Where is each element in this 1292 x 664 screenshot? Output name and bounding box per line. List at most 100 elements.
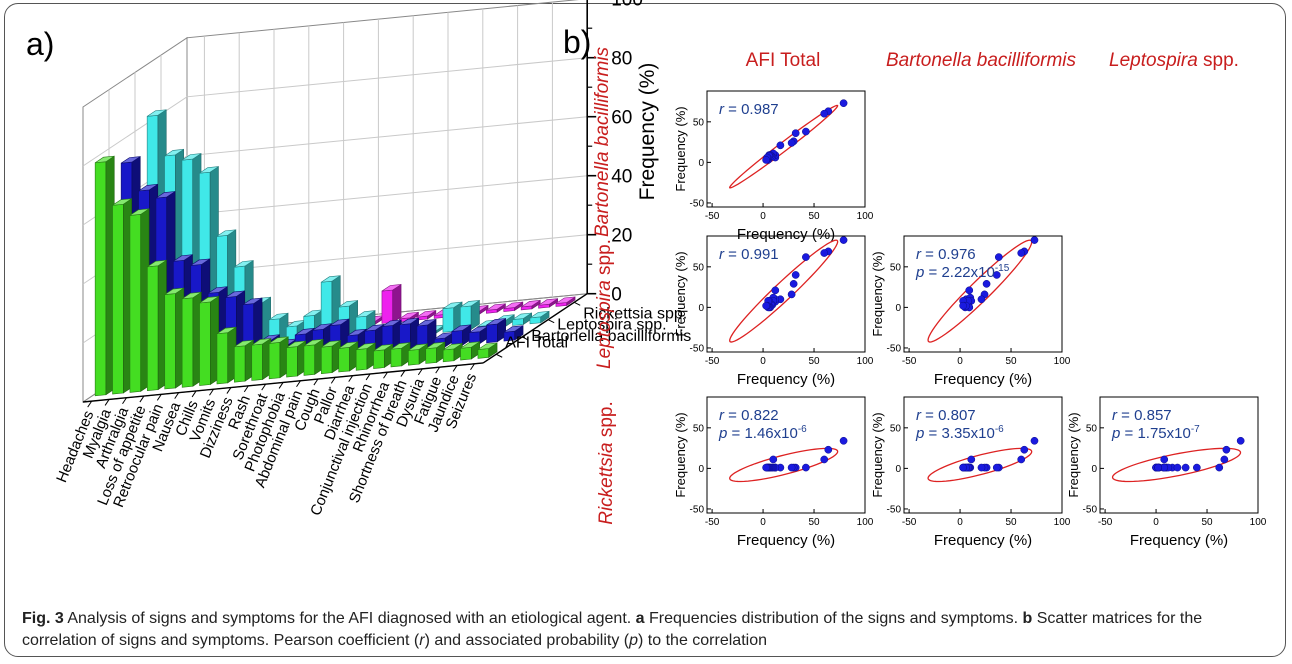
y-tick-label: 0 [698, 464, 704, 475]
r-value: = 0.987 [724, 101, 779, 118]
scatter-point [1181, 463, 1190, 472]
y-tick-label: -50 [887, 343, 902, 354]
confidence-ellipse [729, 104, 839, 189]
bar-top [503, 301, 524, 309]
bar-top [529, 311, 550, 319]
caption-text-3: Scatter matrices for the correlation of … [22, 610, 1203, 649]
z-tick-label: 100 [611, 0, 643, 11]
bar-top [320, 275, 341, 283]
bar-front [216, 332, 229, 385]
bar-rickettsia-spp--dysuria [503, 301, 524, 312]
bar-top [268, 336, 289, 344]
scatter-point [839, 236, 848, 244]
scatter-point [1192, 463, 1201, 472]
category-tick [243, 385, 249, 393]
z-tick-label: 40 [611, 167, 632, 188]
p-value: = 1.46x10 [727, 425, 797, 442]
bar-front [381, 289, 394, 324]
caption-a-label: a [635, 610, 645, 627]
column-header-suffix: spp. [1198, 50, 1239, 71]
scatter-point [977, 295, 986, 304]
bar-top [207, 286, 228, 294]
y-tick-label: 0 [698, 158, 704, 169]
bar-top [242, 297, 263, 305]
category-tick [174, 392, 180, 399]
scatter-point [1220, 455, 1229, 464]
series-tick [495, 353, 503, 358]
bar-front [390, 347, 403, 368]
y-axis-label: Frequency (%) [870, 251, 885, 336]
scatter-point [839, 99, 848, 108]
bar-front [303, 344, 316, 376]
bar-front [286, 346, 298, 378]
z-gridline [82, 57, 588, 167]
x-axis-label: Frequency (%) [934, 532, 1032, 549]
z-tick-label: 0 [611, 285, 622, 306]
bar-top [268, 312, 289, 321]
category-tick [104, 399, 110, 406]
bar-top [329, 318, 350, 326]
x-tick-label: 100 [857, 211, 874, 222]
p-value: = 1.75x10 [1120, 425, 1190, 442]
category-tick [452, 365, 458, 372]
series-label: Bartonella bacilliformis [531, 328, 691, 345]
bar-top [112, 198, 132, 206]
figure-frame [4, 3, 1286, 657]
bar-front [234, 345, 246, 383]
bar-afi-total-dizziness [234, 339, 254, 383]
scatter-cell-r1-c1: -50 0 50 100 -50 0 50 Frequency (%) Frequency (%… [870, 235, 1071, 388]
y-tick-label: -50 [690, 198, 705, 209]
series-tick [521, 336, 529, 341]
bar-top [460, 341, 480, 349]
x-axis-label: Frequency (%) [737, 371, 835, 388]
bar-top [181, 291, 202, 300]
bar-top [373, 344, 393, 352]
scatter-point [1017, 455, 1026, 464]
p-annotation: p = 3.35x10-6 [915, 424, 1004, 442]
bar-rickettsia-spp--fatigue [520, 299, 541, 311]
bar-top [477, 342, 498, 350]
scatter-point [1017, 249, 1026, 257]
y-tick-label: 50 [693, 262, 705, 273]
scatter-point [1030, 236, 1039, 244]
y-axis-label: Frequency (%) [673, 251, 688, 336]
y-tick-label: -50 [1083, 504, 1098, 515]
x-axis-label: Frequency (%) [737, 226, 835, 243]
p-annotation: p = 1.75x10-7 [1111, 424, 1200, 442]
bar-afi-total-photophobia [286, 340, 306, 378]
r-symbol: r [719, 101, 725, 118]
bar-top [129, 208, 150, 216]
r-symbol: r [916, 407, 922, 424]
scatter-point [992, 463, 1001, 472]
r-symbol: r [719, 407, 725, 424]
bar-top [390, 342, 411, 350]
bar-afi-total-seizures [477, 342, 498, 359]
y-tick-label: 50 [693, 117, 705, 128]
bar-top [321, 340, 341, 348]
bar-front [442, 348, 455, 363]
scatter-cell-r2-c0: -50 0 50 100 -50 0 50 Frequency (%) Frequency (%… [673, 396, 874, 549]
scatter-point [787, 463, 796, 472]
caption-b-label: b [1022, 610, 1033, 627]
caption-r-symbol: r [419, 632, 425, 649]
cell-frame [706, 90, 866, 208]
scatter-point [776, 141, 785, 150]
column-header: Bartonella bacilliformis [886, 50, 1077, 71]
scatter-point [820, 109, 829, 118]
caption-text-2: Frequencies distribution of the signs an… [644, 610, 1023, 627]
bar-front [425, 347, 437, 364]
scatter-point [992, 271, 1001, 279]
bar-front [486, 323, 498, 344]
x-tick-label: 100 [1250, 517, 1267, 528]
x-tick-label: -50 [902, 356, 917, 367]
bar-afi-total-arthralgia [129, 208, 150, 393]
category-tick [209, 388, 214, 396]
bar-afi-total-myalgia [112, 198, 132, 395]
cell-frame [706, 396, 866, 514]
y-tick-label: -50 [690, 343, 705, 354]
scatter-point [791, 271, 800, 279]
scatter-point [771, 286, 780, 295]
bar-afi-total-rash [251, 337, 272, 381]
scatter-point [791, 129, 800, 138]
scatter-point [1236, 436, 1245, 445]
